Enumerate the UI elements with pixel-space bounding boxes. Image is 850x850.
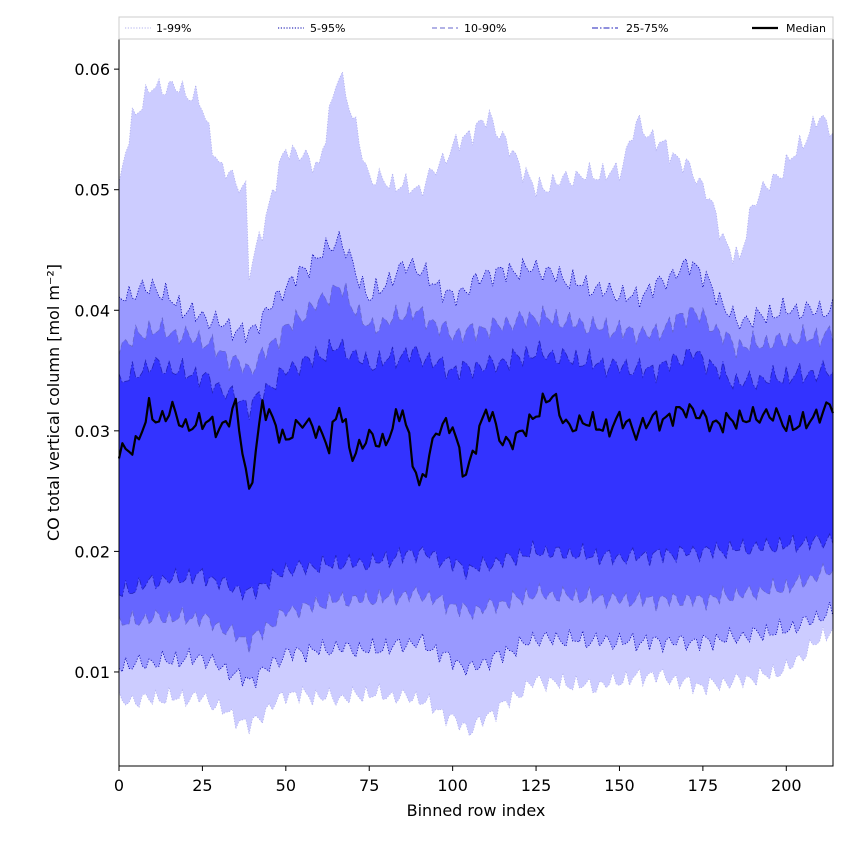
y-tick-label: 0.03 — [74, 422, 110, 441]
y-tick-label: 0.06 — [74, 60, 110, 79]
axes: 0 25 50 75 100 125 150 175 200 0.01 0.02 0.03 0.04 0.… — [44, 38, 834, 820]
x-tick-label: 50 — [276, 776, 296, 795]
x-tick-label: 125 — [521, 776, 552, 795]
x-tick-label: 75 — [359, 776, 379, 795]
y-axis-label: CO total vertical column [mol m⁻²] — [44, 264, 63, 541]
x-tick-label: 150 — [604, 776, 635, 795]
y-tick-label: 0.05 — [74, 181, 110, 200]
legend-label: 10-90% — [464, 22, 506, 35]
median-layer — [117, 392, 835, 490]
y-tick-label: 0.04 — [74, 301, 110, 320]
x-tick-label: 175 — [688, 776, 719, 795]
x-tick-label: 25 — [192, 776, 212, 795]
legend-label: Median — [786, 22, 826, 35]
median-line — [117, 392, 835, 490]
band-upper-line-10-90 — [118, 282, 834, 376]
legend: 1-99% 5-95% 10-90% 25-75% Median — [118, 16, 834, 40]
legend-box — [118, 16, 834, 40]
band-upper-line-1-99 — [118, 70, 834, 281]
band-upper-line-25-75 — [118, 336, 834, 421]
legend-label: 5-95% — [310, 22, 345, 35]
y-tick-label: 0.01 — [74, 663, 110, 682]
band-lower-line-10-90 — [118, 562, 834, 654]
x-axis-label: Binned row index — [407, 801, 546, 820]
x-tick-label: 200 — [771, 776, 802, 795]
percentile-bands — [118, 70, 834, 737]
y-tick-label: 0.02 — [74, 542, 110, 561]
band-lower-line-25-75 — [118, 532, 834, 601]
legend-label: 1-99% — [156, 22, 191, 35]
legend-label: 25-75% — [626, 22, 668, 35]
x-tick-label: 100 — [437, 776, 468, 795]
x-tick-label: 0 — [114, 776, 124, 795]
band-25-75 — [119, 338, 833, 600]
